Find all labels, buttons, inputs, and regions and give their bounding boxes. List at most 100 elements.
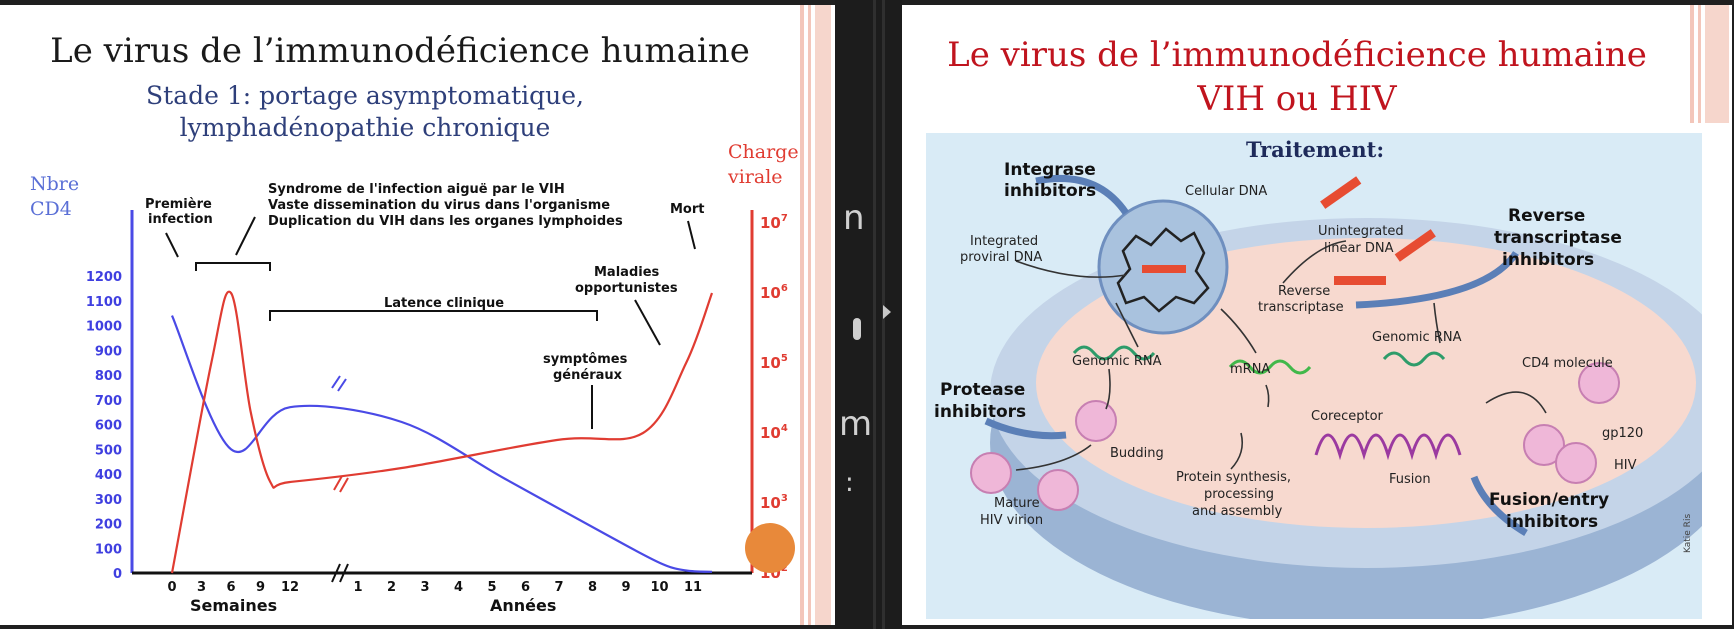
annotation-diseases: Maladies bbox=[594, 265, 660, 280]
hiv-virion-icon bbox=[970, 362, 1620, 511]
label-genomic-rna: Genomic RNA bbox=[1372, 330, 1462, 345]
label-protein-synthesis: processing bbox=[1204, 487, 1274, 502]
cd4-viral-load-chart: Nbre CD4 Charge virale 01002003004005006… bbox=[30, 141, 799, 615]
right-axis-label: Charge bbox=[728, 141, 799, 163]
label-integrated-dna: Integrated bbox=[970, 234, 1038, 249]
x-axis-tick-label: 2 bbox=[387, 580, 396, 595]
scroll-thumb[interactable] bbox=[853, 318, 861, 340]
slide-right[interactable]: Le virus de l’immunodéficience humaine V… bbox=[902, 5, 1732, 625]
right-slide-title-line2: VIH ou HIV bbox=[1197, 79, 1397, 119]
annotation-pointer bbox=[634, 299, 661, 346]
annotation-first-infection: Première bbox=[145, 197, 212, 212]
label-hiv: HIV bbox=[1614, 458, 1637, 473]
annotation-pointer bbox=[687, 220, 696, 250]
right-axis-tick-label: 105 bbox=[760, 353, 788, 372]
x-axis-tick-label: 8 bbox=[588, 580, 597, 595]
annotation-diseases: opportunistes bbox=[575, 281, 678, 296]
x-axis-tick-label: 9 bbox=[256, 580, 265, 595]
right-axis-tick-label: 107 bbox=[760, 213, 788, 232]
chromatin bbox=[1116, 227, 1210, 313]
coreceptor-icon bbox=[1314, 433, 1462, 461]
cd4-count-curve bbox=[170, 315, 713, 573]
annotation-death: Mort bbox=[670, 202, 705, 217]
slide-border-stripe bbox=[1690, 5, 1694, 123]
x-axis-tick-label: 4 bbox=[454, 580, 463, 595]
x-label-years: Années bbox=[490, 596, 556, 615]
left-axis-tick-label: 400 bbox=[95, 468, 122, 483]
label-protease-inhibitors: Protease bbox=[940, 380, 1025, 400]
annotation-pointer bbox=[165, 232, 179, 258]
annotation-syndrome: Duplication du VIH dans les organes lymp… bbox=[268, 214, 623, 229]
genomic-rna-icon bbox=[1382, 351, 1446, 367]
left-axis-tick-label: 200 bbox=[95, 518, 122, 533]
label-coreceptor: Coreceptor bbox=[1311, 409, 1384, 424]
annotation-symptoms: généraux bbox=[553, 368, 623, 383]
x-axis-tick-label: 12 bbox=[281, 580, 299, 595]
left-axis-label: CD4 bbox=[30, 198, 72, 220]
x-axis-tick-label: 6 bbox=[226, 580, 235, 595]
annotation-syndrome: Syndrome de l'infection aiguë par le VIH bbox=[268, 182, 565, 197]
axis-break-mark bbox=[339, 563, 349, 583]
label-reverse-transcriptase: transcriptase bbox=[1258, 300, 1344, 315]
left-axis-tick-label: 1000 bbox=[86, 320, 122, 335]
annotation-syndrome: Vaste dissemination du virus dans l'orga… bbox=[268, 198, 610, 213]
label-fusion-inhibitors: inhibitors bbox=[1506, 512, 1598, 532]
unintegrated-dna-icon bbox=[1320, 176, 1436, 285]
x-axis-tick-label: 3 bbox=[197, 580, 206, 595]
label-protease-inhibitors: inhibitors bbox=[934, 402, 1026, 422]
x-axis-tick-label: 5 bbox=[487, 580, 496, 595]
label-rt-inhibitors: transcriptase bbox=[1494, 228, 1622, 248]
x-axis-tick-label: 10 bbox=[650, 580, 668, 595]
x-label-weeks: Semaines bbox=[190, 596, 277, 615]
left-axis-tick-label: 700 bbox=[95, 394, 122, 409]
left-axis-tick-label: 300 bbox=[95, 493, 122, 508]
label-mrna: mRNA bbox=[1230, 362, 1270, 377]
annotation-bracket bbox=[195, 262, 271, 271]
label-unintegrated-dna: Unintegrated bbox=[1318, 224, 1404, 239]
label-rt-inhibitors: inhibitors bbox=[1502, 250, 1594, 270]
inhibitor-arrow-icon bbox=[984, 174, 1528, 537]
slide-border-stripe bbox=[808, 5, 811, 625]
annotation-first-infection: infection bbox=[148, 212, 213, 227]
left-axis-tick-label: 1100 bbox=[86, 295, 122, 310]
label-integrase-inhibitors: Integrase bbox=[1004, 160, 1096, 180]
label-cellular-dna: Cellular DNA bbox=[1185, 184, 1267, 199]
right-axis-tick-label: 103 bbox=[760, 493, 788, 512]
expand-chevron-icon[interactable] bbox=[883, 305, 891, 319]
annotation-pointer bbox=[235, 216, 256, 256]
left-axis-label: Nbre bbox=[30, 173, 79, 195]
left-slide-subtitle-line1: Stade 1: portage asymptomatique, bbox=[146, 81, 584, 110]
x-axis-tick-label: 6 bbox=[521, 580, 530, 595]
left-slide-title: Le virus de l’immunodéficience humaine bbox=[50, 31, 750, 71]
label-protein-synthesis: and assembly bbox=[1192, 504, 1283, 519]
panel-divider bbox=[873, 0, 876, 629]
curve-break-mark bbox=[331, 375, 341, 389]
slide-gap: n m : bbox=[835, 0, 902, 629]
mrna-icon bbox=[1228, 359, 1312, 375]
left-axis-tick-label: 100 bbox=[95, 542, 122, 557]
slide-border-stripe bbox=[800, 5, 804, 625]
right-slide-title-line1: Le virus de l’immunodéficience humaine bbox=[947, 35, 1647, 75]
curve-break-mark bbox=[333, 475, 343, 491]
label-fusion: Fusion bbox=[1389, 472, 1431, 487]
right-axis-tick-label: 106 bbox=[760, 283, 788, 302]
slide-marker-dot[interactable] bbox=[745, 523, 795, 573]
slide-left[interactable]: Le virus de l’immunodéficience humaine S… bbox=[0, 5, 835, 625]
right-axis-label: virale bbox=[727, 166, 783, 188]
left-axis-tick-label: 500 bbox=[95, 443, 122, 458]
process-arrow-icon bbox=[1015, 240, 1547, 471]
label-fusion-inhibitors: Fusion/entry bbox=[1489, 490, 1609, 510]
label-genomic-rna: Genomic RNA bbox=[1072, 354, 1162, 369]
label-unintegrated-dna: linear DNA bbox=[1324, 241, 1394, 256]
hiv-treatment-diagram: Traitement: Integrase inhibitors Reverse… bbox=[926, 133, 1702, 619]
label-gp120: gp120 bbox=[1602, 426, 1643, 441]
x-axis-tick-label: 11 bbox=[684, 580, 702, 595]
gap-text: m bbox=[839, 404, 873, 444]
annotation-latency: Latence clinique bbox=[384, 296, 504, 311]
annotation-bracket bbox=[269, 310, 598, 321]
slide-border-stripe bbox=[1705, 5, 1729, 123]
curve-break-mark bbox=[339, 477, 349, 493]
label-protein-synthesis: Protein synthesis, bbox=[1176, 470, 1291, 485]
left-axis-tick-label: 800 bbox=[95, 369, 122, 384]
viral-load-curve bbox=[170, 290, 714, 574]
